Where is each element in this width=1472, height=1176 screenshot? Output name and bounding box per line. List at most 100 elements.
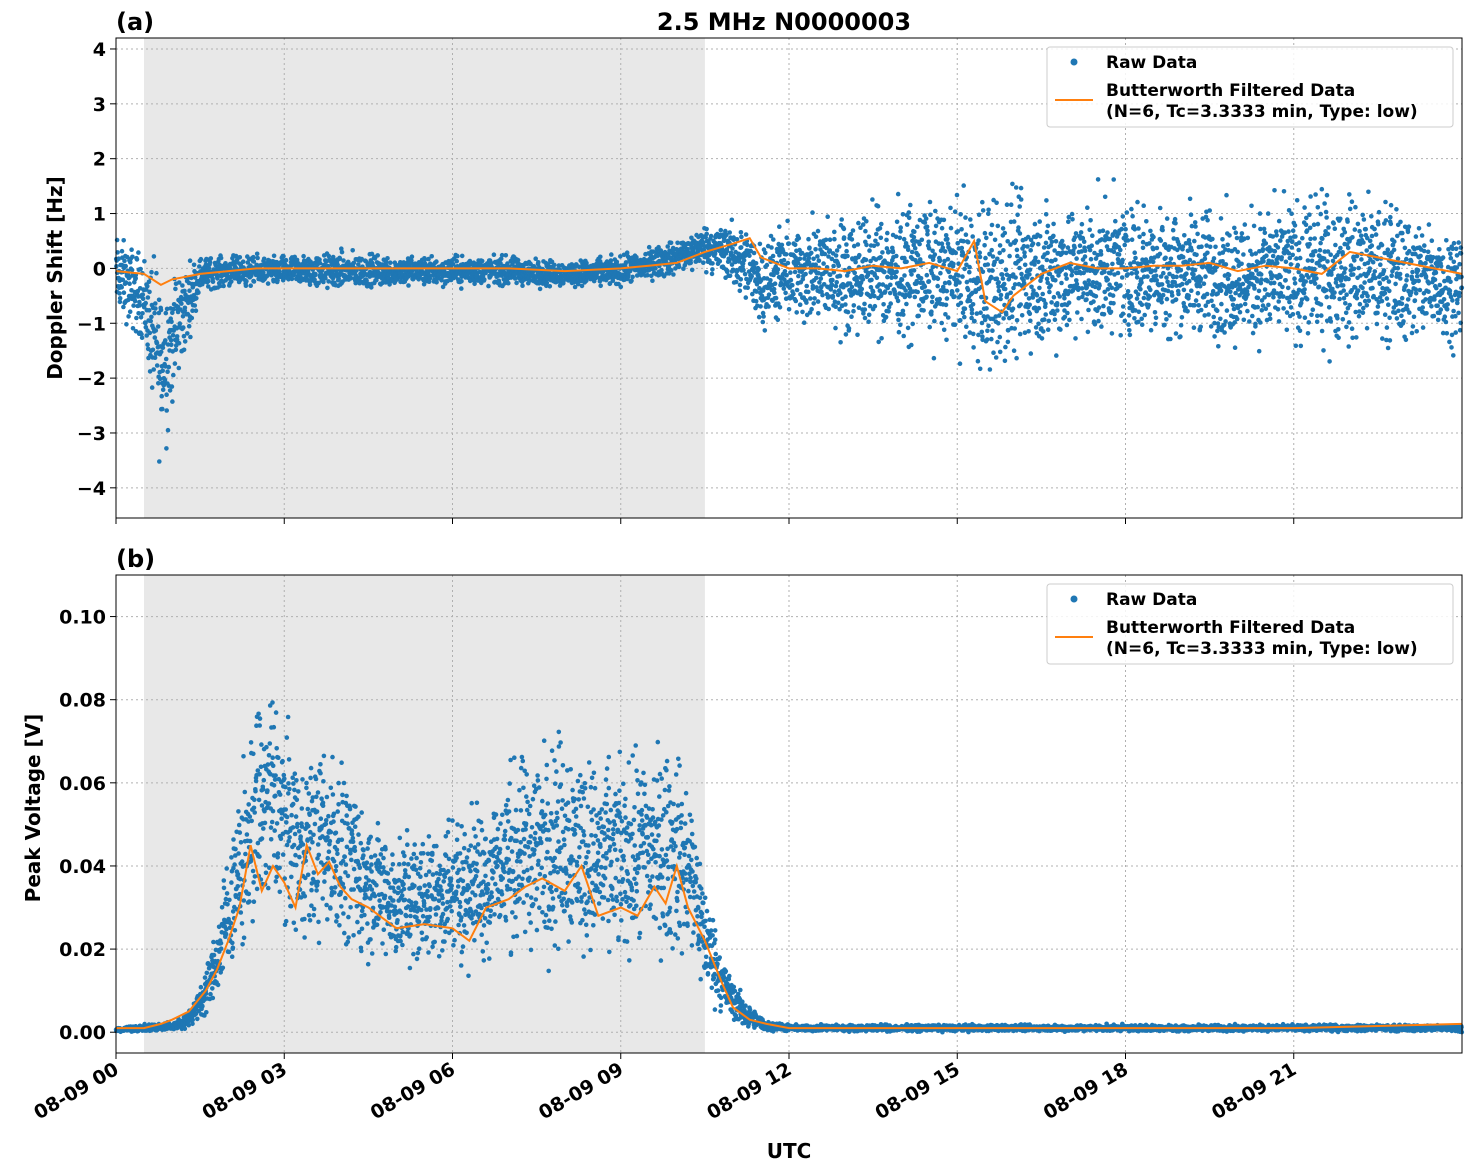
raw-data-point: [1240, 231, 1245, 236]
raw-data-point: [1260, 308, 1265, 313]
raw-data-point: [928, 213, 933, 218]
raw-data-point: [1078, 243, 1083, 248]
raw-data-point: [1028, 319, 1033, 324]
raw-data-point: [1023, 263, 1028, 268]
raw-data-point: [1071, 252, 1076, 257]
raw-data-point: [744, 295, 749, 300]
raw-data-point: [968, 299, 973, 304]
raw-data-point: [1258, 211, 1263, 216]
raw-data-point: [1316, 205, 1321, 210]
raw-data-point: [728, 274, 733, 279]
raw-data-point: [777, 224, 782, 229]
raw-data-point: [1287, 269, 1292, 274]
raw-data-point: [1208, 245, 1213, 250]
raw-data-point: [1153, 322, 1158, 327]
raw-data-point: [1055, 301, 1060, 306]
raw-data-point: [1210, 237, 1215, 242]
raw-data-point: [1393, 282, 1398, 287]
raw-data-point: [1231, 297, 1236, 302]
raw-data-point: [155, 363, 160, 368]
raw-data-point: [996, 224, 1001, 229]
raw-data-point: [846, 310, 851, 315]
raw-data-point: [520, 283, 525, 288]
raw-data-point: [122, 290, 127, 295]
raw-data-point: [749, 274, 754, 279]
raw-data-point: [1346, 246, 1351, 251]
raw-data-point: [1006, 340, 1011, 345]
raw-data-point: [844, 242, 849, 247]
raw-data-point: [152, 254, 157, 259]
raw-data-point: [169, 343, 174, 348]
raw-data-point: [1241, 282, 1246, 287]
raw-data-point: [807, 256, 812, 261]
raw-data-point: [1121, 304, 1126, 309]
raw-data-point: [819, 276, 824, 281]
raw-data-point: [1233, 345, 1238, 350]
raw-data-point: [221, 284, 226, 289]
raw-data-point: [1212, 334, 1217, 339]
raw-data-point: [1195, 232, 1200, 237]
raw-data-point: [1018, 332, 1023, 337]
raw-data-point: [971, 332, 976, 337]
raw-data-point: [1109, 286, 1114, 291]
raw-data-point: [912, 230, 917, 235]
raw-data-point: [851, 309, 856, 314]
raw-data-point: [536, 260, 541, 265]
raw-data-point: [1338, 246, 1343, 251]
raw-data-point: [1097, 305, 1102, 310]
raw-data-point: [1188, 197, 1193, 202]
raw-data-point: [1319, 302, 1324, 307]
raw-data-point: [986, 324, 991, 329]
raw-data-point: [1167, 313, 1172, 318]
raw-data-point: [1105, 230, 1110, 235]
raw-data-point: [1105, 263, 1110, 268]
raw-data-point: [995, 257, 1000, 262]
raw-data-point: [1266, 303, 1271, 308]
raw-data-point: [744, 232, 749, 237]
raw-data-point: [836, 263, 841, 268]
raw-data-point: [986, 212, 991, 217]
raw-data-point: [745, 243, 750, 248]
raw-data-point: [769, 245, 774, 250]
raw-data-point: [869, 278, 874, 283]
raw-data-point: [669, 268, 674, 273]
raw-data-point: [1225, 243, 1230, 248]
raw-data-point: [1358, 302, 1363, 307]
raw-data-point: [1369, 214, 1374, 219]
raw-data-point: [997, 289, 1002, 294]
raw-data-point: [153, 355, 158, 360]
raw-data-point: [1072, 245, 1077, 250]
raw-data-point: [131, 303, 136, 308]
raw-data-point: [1365, 294, 1370, 299]
raw-data-point: [1367, 298, 1372, 303]
raw-data-point: [832, 230, 837, 235]
raw-data-point: [876, 340, 881, 345]
raw-data-point: [952, 294, 957, 299]
raw-data-point: [1292, 276, 1297, 281]
raw-data-point: [850, 285, 855, 290]
raw-data-point: [1028, 312, 1033, 317]
raw-data-point: [727, 230, 732, 235]
raw-data-point: [1283, 278, 1288, 283]
raw-data-point: [1241, 252, 1246, 257]
raw-data-point: [903, 288, 908, 293]
raw-data-point: [1079, 230, 1084, 235]
raw-data-point: [155, 341, 160, 346]
raw-data-point: [410, 254, 415, 259]
raw-data-point: [1286, 229, 1291, 234]
raw-data-point: [1149, 328, 1154, 333]
raw-data-point: [1189, 288, 1194, 293]
raw-data-point: [932, 231, 937, 236]
raw-data-point: [165, 369, 170, 374]
raw-data-point: [981, 270, 986, 275]
raw-data-point: [1179, 323, 1184, 328]
raw-data-point: [1033, 255, 1038, 260]
raw-data-point: [901, 312, 906, 317]
raw-data-point: [864, 219, 869, 224]
raw-data-point: [982, 243, 987, 248]
raw-data-point: [930, 295, 935, 300]
raw-data-point: [188, 335, 193, 340]
raw-data-point: [845, 254, 850, 259]
raw-data-point: [206, 279, 211, 284]
raw-data-point: [927, 279, 932, 284]
